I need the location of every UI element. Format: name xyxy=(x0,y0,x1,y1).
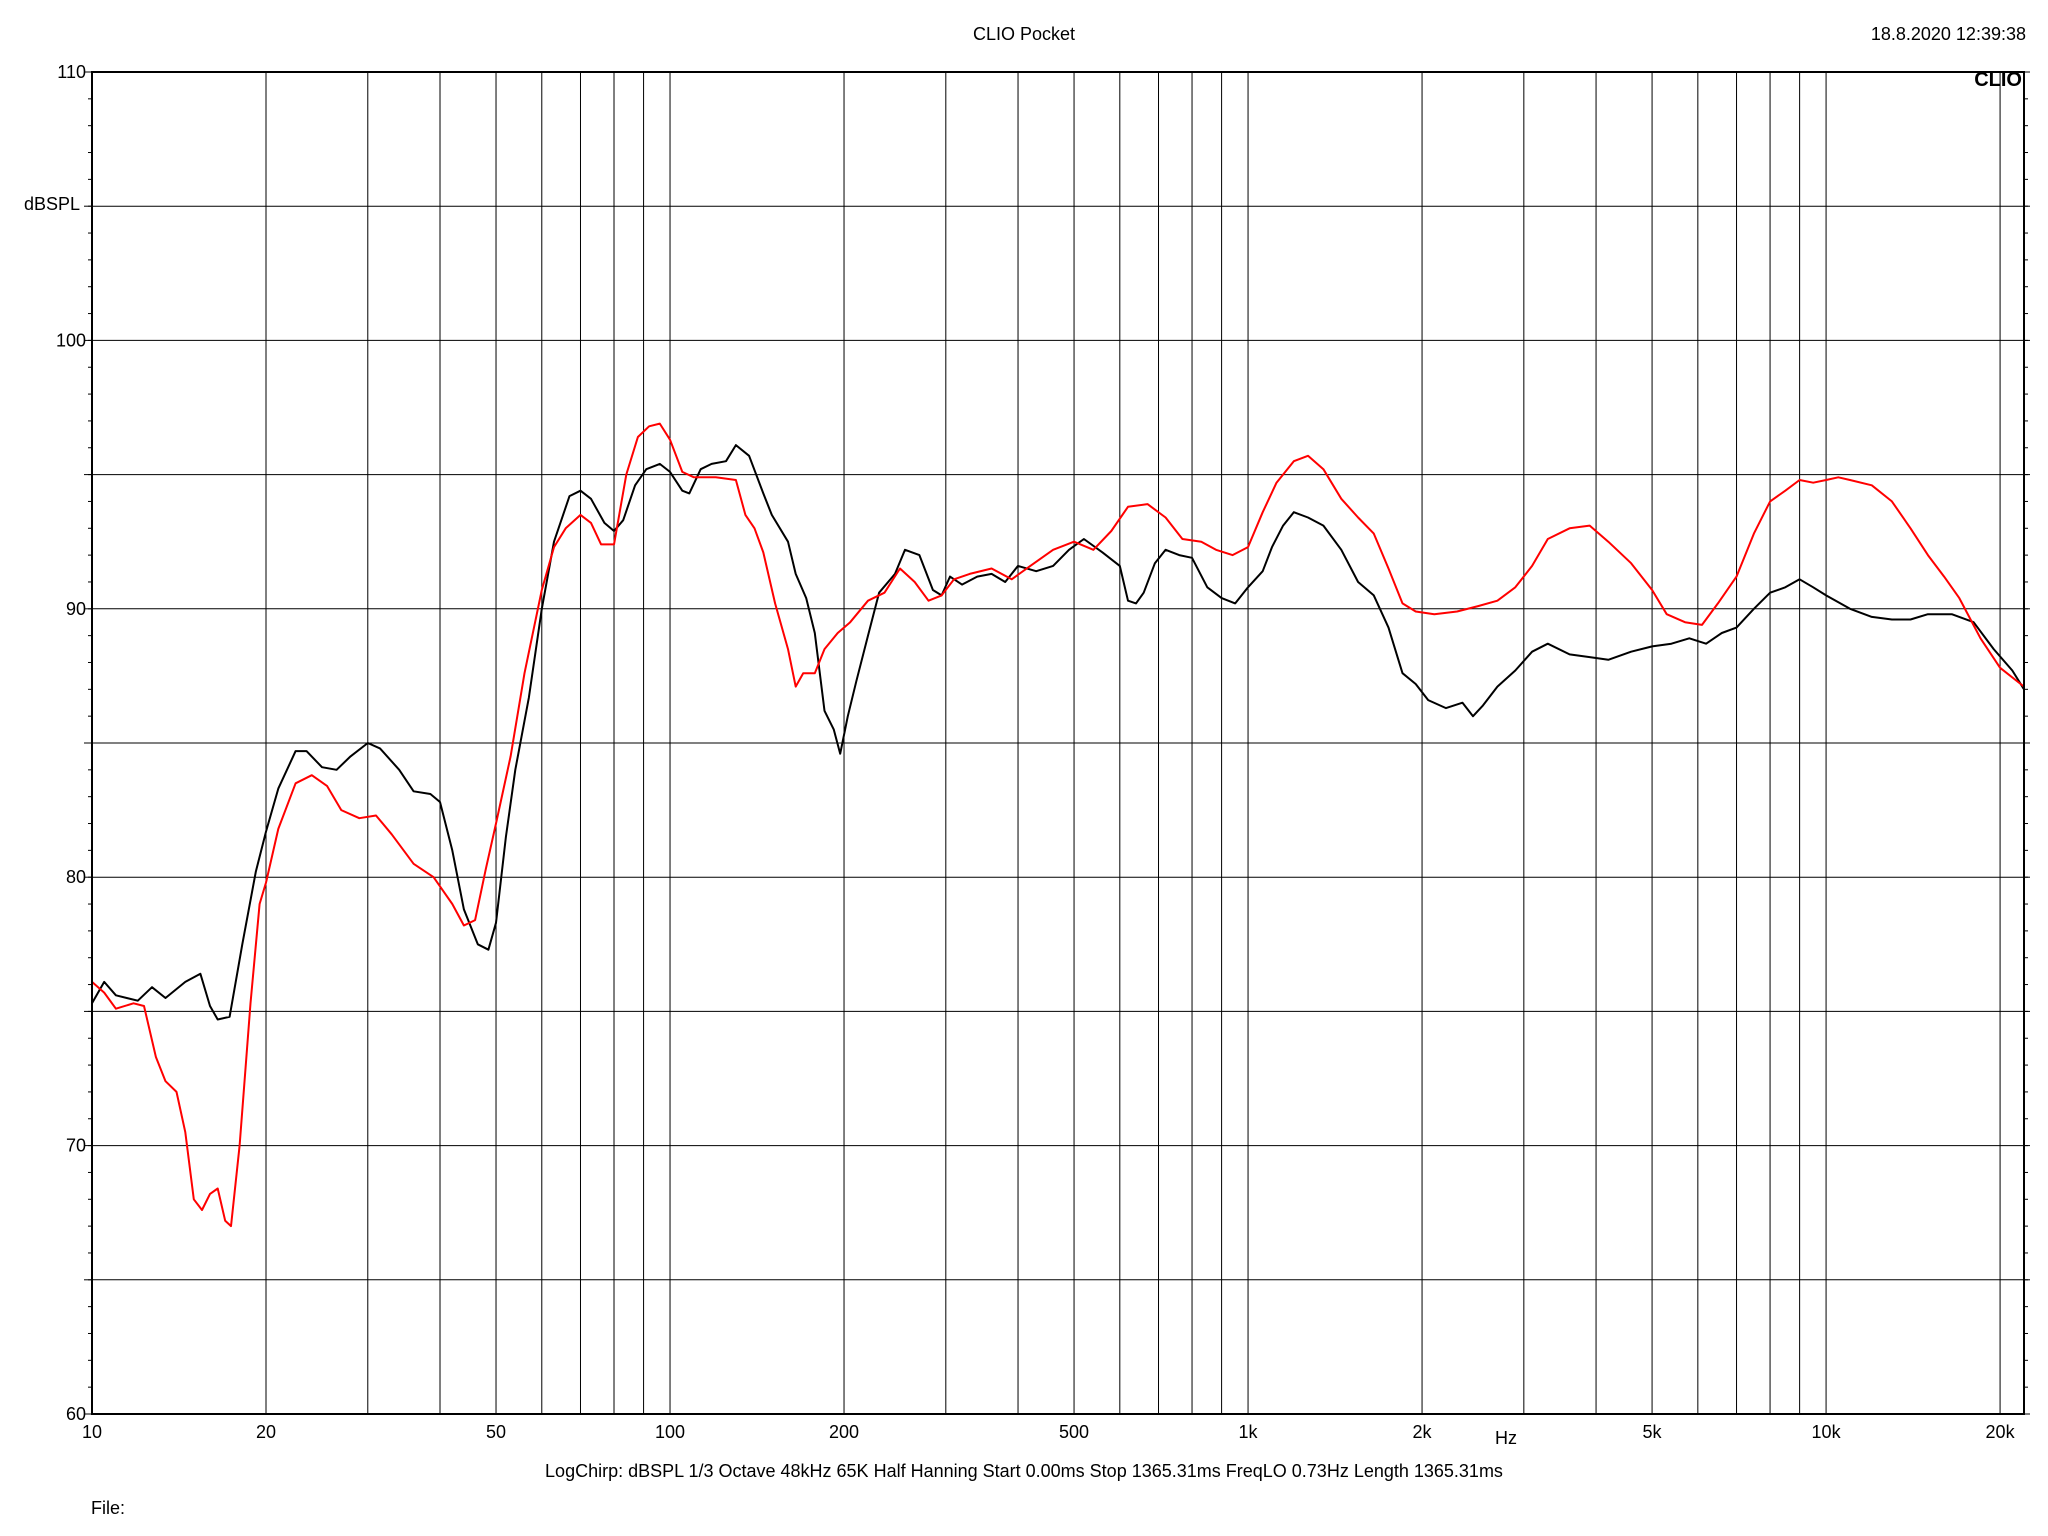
x-tick-label: 50 xyxy=(486,1422,506,1442)
tick-labels: 60 70 80 90 100 110 10 20 50 100 200 500 1k 2k 5k 10k 20… xyxy=(56,62,2016,1442)
y-tick-label: 90 xyxy=(66,599,86,619)
series-group xyxy=(91,422,2025,1228)
y-tick-label: 100 xyxy=(56,330,86,350)
x-tick-label: 2k xyxy=(1413,1422,1433,1442)
x-tick-label: 200 xyxy=(829,1422,859,1442)
measurement-parameters: LogChirp: dBSPL 1/3 Octave 48kHz 65K Hal… xyxy=(545,1461,1503,1481)
x-tick-label: 100 xyxy=(655,1422,685,1442)
x-tick-label: 20 xyxy=(256,1422,276,1442)
series-line-black xyxy=(91,444,2025,1021)
plot-border xyxy=(91,71,2025,1415)
file-label: File: xyxy=(91,1498,126,1518)
y-tick-label: 80 xyxy=(66,867,86,887)
chart-title: CLIO Pocket xyxy=(972,24,1076,44)
y-tick-label: 110 xyxy=(57,62,86,82)
x-tick-label: 5k xyxy=(1643,1422,1663,1442)
grid xyxy=(84,71,2030,1415)
series-line-red xyxy=(91,422,2025,1228)
y-tick-label: 70 xyxy=(66,1136,86,1156)
y-axis-label: dBSPL xyxy=(24,194,80,214)
y-tick-label: 60 xyxy=(66,1404,86,1424)
x-axis-label: Hz xyxy=(1495,1428,1517,1448)
clio-logo: CLIO xyxy=(1974,69,2022,91)
x-tick-label: 10 xyxy=(82,1422,102,1442)
timestamp: 18.8.2020 12:39:38 xyxy=(1870,24,2026,44)
x-tick-label: 10k xyxy=(1812,1422,1842,1442)
x-tick-label: 500 xyxy=(1059,1422,1089,1442)
x-tick-label: 20k xyxy=(1986,1422,2016,1442)
x-tick-label: 1k xyxy=(1239,1422,1259,1442)
